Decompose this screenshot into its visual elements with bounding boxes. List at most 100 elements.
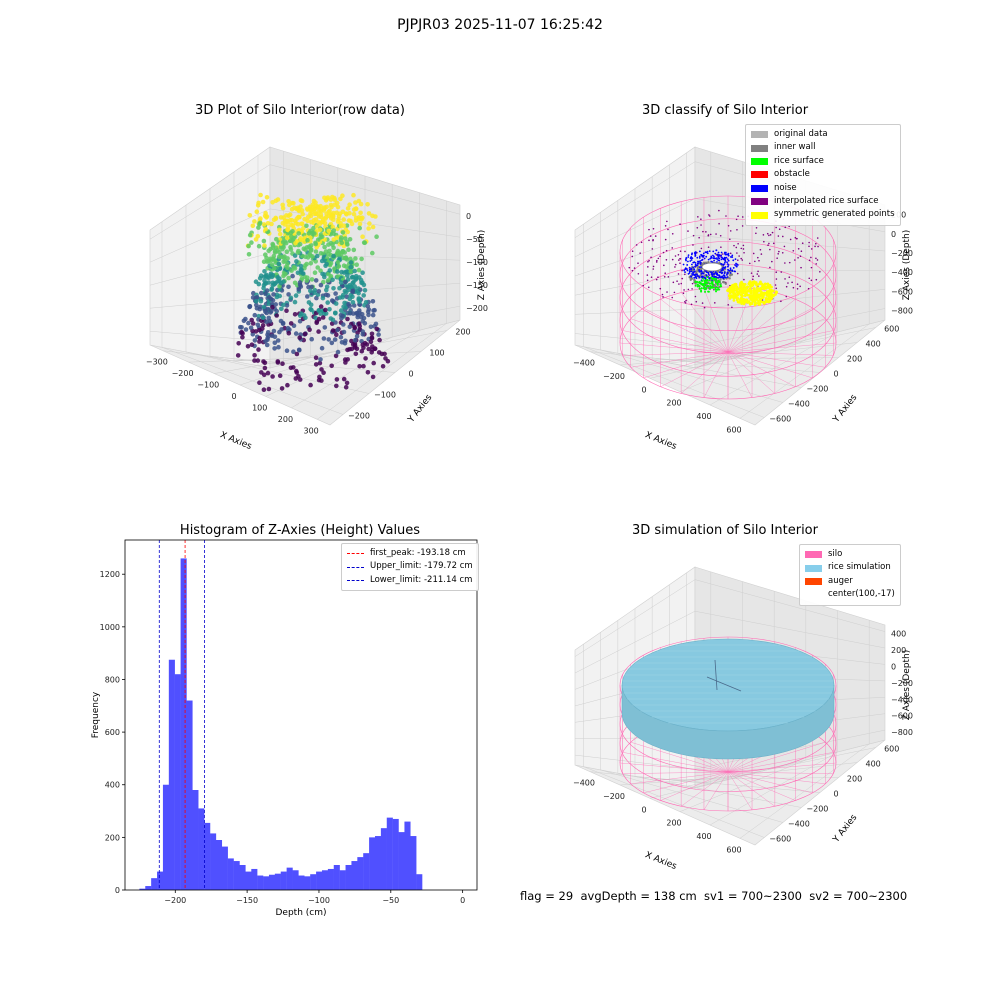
plot2-interpolated-point <box>783 245 786 248</box>
plot2-noise-point <box>723 263 725 266</box>
legend-label: center(100,-17) <box>828 589 895 600</box>
plot2-noise-point <box>704 251 707 254</box>
plot2-silo-spoke <box>703 351 729 398</box>
plot1-zlabel: Z Axies (Depth) <box>477 230 487 301</box>
plot2-symmetric-point <box>761 295 765 299</box>
plot2-interpolated-point <box>788 261 791 264</box>
plot2-interpolated-point <box>763 240 765 243</box>
plot1-point <box>291 365 296 370</box>
plot2-interpolated-point <box>816 237 819 239</box>
plot2-noise-point <box>721 276 724 279</box>
plot2-noise-point <box>702 272 705 275</box>
plot2-interpolated-point <box>784 262 786 264</box>
plot2-ytick: 400 <box>866 340 881 349</box>
plot2-rice-surface-point <box>716 283 719 286</box>
plot2-interpolated-point <box>709 233 712 236</box>
plot1-point <box>304 223 309 229</box>
plot1-point <box>277 227 282 233</box>
plot2-rice-surface-point <box>717 279 720 282</box>
plot1-point <box>339 269 344 275</box>
plot2-xtick: 0 <box>641 385 646 394</box>
plot2-rice-surface-point <box>708 282 711 285</box>
plot1-point <box>261 304 267 310</box>
plot2-noise-point <box>724 276 727 279</box>
plot1-point <box>315 237 321 242</box>
plot2-interpolated-point <box>766 232 769 235</box>
plot1-point <box>299 311 304 316</box>
plot1-point <box>358 201 364 207</box>
plot2-noise-point <box>687 256 690 258</box>
plot2-interpolated-point <box>740 257 743 260</box>
plot2-interpolated-point <box>808 245 810 248</box>
plot1-point <box>298 198 304 203</box>
plot1-point <box>280 321 286 326</box>
plot2-interpolated-point <box>674 263 677 266</box>
plot3-bar <box>357 857 364 890</box>
plot2-noise-point <box>682 263 685 266</box>
plot1-point <box>260 315 266 320</box>
plot2-interpolated-point <box>692 234 695 237</box>
plot2-ytick: −400 <box>788 400 810 409</box>
plot2-noise-point <box>713 259 716 262</box>
plot1-point <box>284 303 290 308</box>
plot2-interpolated-point <box>666 291 668 293</box>
plot4-ytick: 200 <box>847 775 862 784</box>
plot2-interpolated-point <box>774 284 777 286</box>
plot1-point <box>311 218 317 223</box>
plot2-rice-surface-point <box>714 279 717 282</box>
plot2-interpolated-point <box>659 287 662 290</box>
plot1-point <box>327 307 332 312</box>
plot1-point <box>295 250 301 255</box>
plot2-noise-point <box>697 275 700 278</box>
plot2-interpolated-point <box>762 234 765 236</box>
plot2-interpolated-point <box>767 244 769 246</box>
plot2-interpolated-point <box>692 244 694 246</box>
plot2-interpolated-point <box>671 247 674 249</box>
plot1-point <box>290 273 295 279</box>
plot1-point <box>335 349 341 355</box>
legend-label: inner wall <box>774 142 816 153</box>
plot2-interpolated-point <box>754 260 756 263</box>
plot4-grid-z <box>574 579 886 657</box>
plot1-point <box>333 353 339 359</box>
plot1-point <box>256 200 261 206</box>
plot1-point <box>240 335 245 340</box>
plot1-point <box>364 342 370 347</box>
plot2-noise-point <box>692 271 695 274</box>
plot3-bar <box>339 870 346 890</box>
plot2-innerwall-point <box>690 277 694 280</box>
plot4-ztick: 0 <box>891 662 896 671</box>
plot2-noise-point <box>696 260 699 263</box>
plot1-point <box>324 204 329 210</box>
plot2-interpolated-point <box>663 264 665 267</box>
plot2-interpolated-point <box>708 214 710 216</box>
plot2-silo-spoke <box>727 330 834 353</box>
plot1-point <box>279 386 285 391</box>
plot2-symmetric-point <box>727 287 730 291</box>
plot2-interpolated-point <box>698 236 700 239</box>
plot4-rice <box>621 638 835 760</box>
plot1-point <box>261 238 267 244</box>
plot2-interpolated-point <box>694 295 697 298</box>
plot3-histogram: −200 −150 −100 −50 0 0 200 400 600 800 1000 1200 Dep… <box>91 539 478 918</box>
plot2-interpolated-point <box>799 285 801 288</box>
plot1-point <box>268 308 274 314</box>
plot2-rice-surface-point <box>704 290 707 293</box>
plot2-symmetric-point <box>754 290 758 294</box>
plot1-point <box>335 260 341 265</box>
plot2-interpolated-point <box>736 228 738 231</box>
plot2-interpolated-point <box>696 226 699 229</box>
plot2-interpolated-point <box>729 252 732 255</box>
plot1-point <box>279 327 284 332</box>
plot4-legend-item: rice simulation <box>805 561 895 574</box>
plot1-grid-z <box>149 305 461 342</box>
plot4-silo-spoke <box>630 742 729 773</box>
plot1-point <box>255 358 261 363</box>
plot2-noise-point <box>706 252 709 255</box>
plot1-point <box>333 310 338 316</box>
plot2-grid-y <box>600 349 783 403</box>
plot1-point <box>350 300 356 305</box>
plot4-silo-spoke <box>727 752 834 773</box>
plot1-point <box>343 255 349 260</box>
plot1-grid-z <box>149 208 461 263</box>
